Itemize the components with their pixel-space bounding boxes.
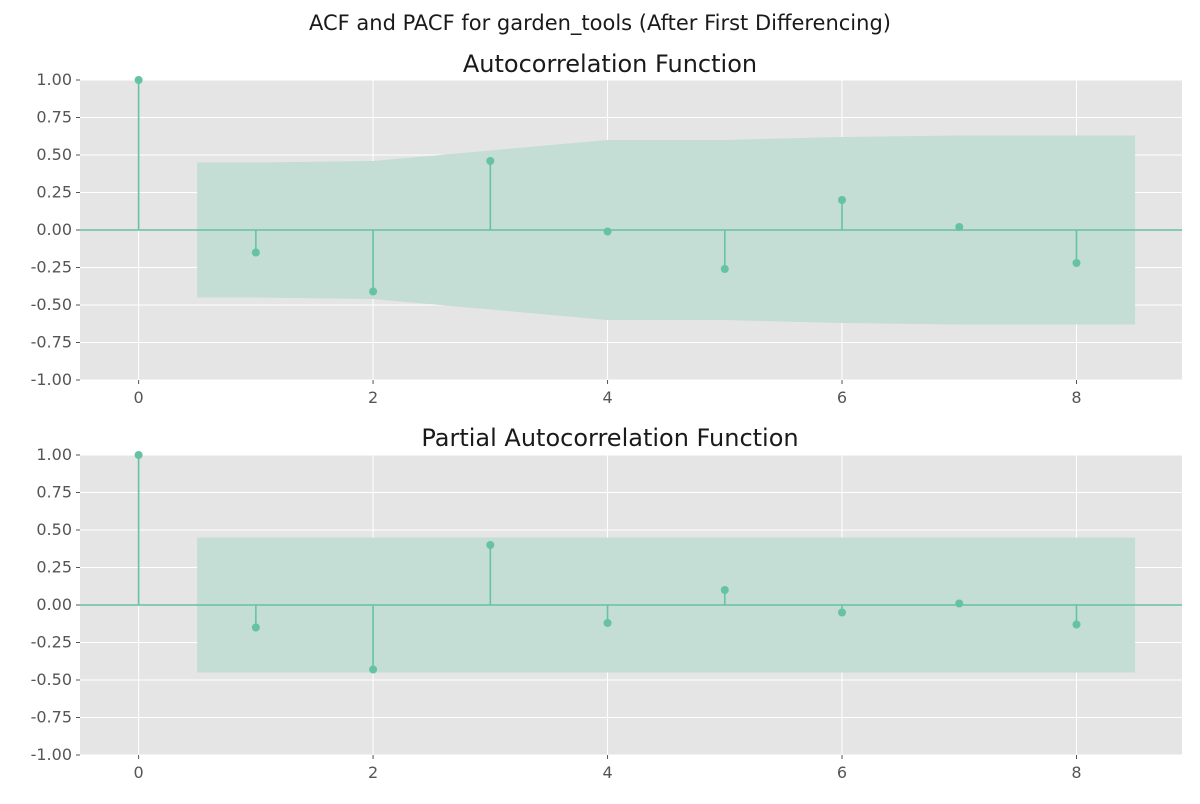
pacf-xtick-label: 2	[368, 763, 378, 782]
pacf-xtick-label: 0	[134, 763, 144, 782]
acf-ytick-label: 1.00	[36, 70, 72, 89]
acf-marker-lag-4	[603, 227, 612, 236]
pacf-marker-lag-2	[369, 665, 378, 674]
pacf-marker-lag-8	[1072, 620, 1081, 629]
acf-panel: -1.00 -0.75 -0.50 -0.25 0.00 0.25 0.50 0.75 1.00…	[31, 50, 1182, 407]
pacf-marker-lag-6	[838, 608, 847, 617]
acf-ytick-label: 0.75	[36, 108, 72, 127]
acf-marker-lag-0	[134, 76, 143, 84]
pacf-xtick-label: 8	[1071, 763, 1081, 782]
acf-marker-lag-6	[838, 196, 847, 204]
pacf-ytick-label: 0.75	[36, 483, 72, 502]
pacf-marker-lag-4	[603, 619, 612, 627]
pacf-xtick-label: 4	[602, 763, 612, 782]
pacf-ytick-label: 0.00	[36, 595, 72, 614]
acf-title: Autocorrelation Function	[463, 50, 757, 78]
pacf-ytick-label: -1.00	[31, 745, 72, 764]
pacf-ytick-label: 0.25	[36, 558, 72, 577]
acf-marker-lag-3	[486, 157, 495, 165]
pacf-ytick-label: 0.50	[36, 520, 72, 539]
acf-marker-lag-5	[720, 265, 729, 273]
pacf-ytick-label: 1.00	[36, 445, 72, 464]
acf-xtick-label: 0	[134, 388, 144, 407]
acf-marker-lag-1	[251, 248, 260, 257]
pacf-xtick-label: 6	[837, 763, 847, 782]
pacf-marker-lag-5	[720, 586, 729, 594]
acf-ytick-label: -0.50	[31, 295, 72, 314]
pacf-marker-lag-1	[251, 623, 260, 632]
acf-marker-lag-7	[955, 223, 964, 231]
acf-marker-lag-8	[1072, 259, 1081, 267]
pacf-marker-lag-7	[955, 599, 964, 608]
pacf-marker-lag-0	[134, 451, 143, 459]
acf-ytick-label: 0.00	[36, 220, 72, 239]
acf-ytick-label: -0.25	[31, 258, 72, 277]
pacf-title: Partial Autocorrelation Function	[421, 424, 798, 452]
pacf-ytick-label: -0.75	[31, 708, 72, 727]
acf-ytick-label: 0.25	[36, 183, 72, 202]
acf-ytick-label: -1.00	[31, 370, 72, 389]
acf-xtick-label: 2	[368, 388, 378, 407]
pacf-ytick-label: -0.25	[31, 633, 72, 652]
pacf-marker-lag-3	[486, 541, 495, 549]
acf-ytick-label: 0.50	[36, 145, 72, 164]
acf-xtick-label: 6	[837, 388, 847, 407]
acf-xtick-label: 8	[1071, 388, 1081, 407]
figure-suptitle: ACF and PACF for garden_tools (After Fir…	[309, 11, 891, 35]
acf-xtick-label: 4	[602, 388, 612, 407]
acf-ytick-label: -0.75	[31, 333, 72, 352]
pacf-ytick-label: -0.50	[31, 670, 72, 689]
pacf-panel: -1.00 -0.75 -0.50 -0.25 0.00 0.25 0.50 0.75 1.00…	[31, 424, 1182, 782]
acf-marker-lag-2	[369, 287, 378, 296]
